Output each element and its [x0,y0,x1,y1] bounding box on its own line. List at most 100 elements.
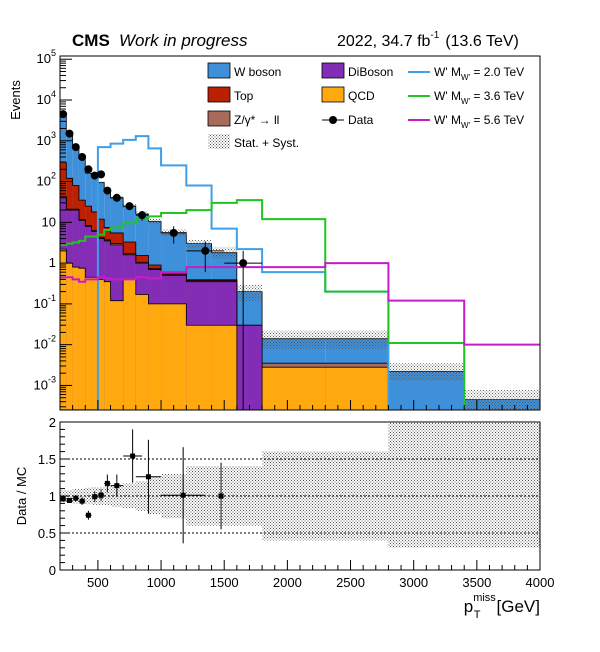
data-point-1 [65,129,74,138]
y-tick-label-2: 103 [37,130,56,148]
ratio-point-2 [73,495,79,501]
data-point-12 [201,246,210,255]
ratio-band-bin-7 [104,486,111,506]
ratio-y-tick-label-4: 2 [49,415,56,430]
legend-swatch-diboson [321,62,345,79]
y-tick-label-0: 105 [37,48,56,66]
ratio-point-5 [92,494,98,500]
legend-swatch-dy [207,110,231,127]
bar-qcd-bin-0 [60,249,67,410]
lumi-label: 2022, 34.7 fb-1 (13.6 TeV) [337,30,519,50]
legend-swatch-unc [208,134,230,149]
legend-label-dy: Z/γ* → ll [234,113,279,127]
x-tick-label-5: 3000 [399,575,428,590]
data-point-13 [239,259,248,268]
signal-line-wp56 [60,262,540,346]
y-tick-label-6: 10-1 [34,293,56,311]
ratio-band-bin-18 [388,422,465,548]
outline-diboson [60,197,540,410]
ratio-point-0 [60,496,66,502]
bar-qcd-bin-9 [123,279,136,410]
legend-label-qcd: QCD [348,89,375,103]
x-label-main: p [464,597,473,616]
y-tick-label-8: 10-3 [34,374,56,392]
legend-swatch-top [207,86,231,103]
bar-qcd-bin-12 [161,303,187,410]
y-axis-label: Events [8,80,23,120]
legend-label-wp36: W' MW' = 3.6 TeV [434,89,524,106]
unc-band-bin-11 [148,218,162,225]
bar-qcd-bin-5 [91,277,98,410]
x-tick-label-7: 4000 [526,575,555,590]
ratio-point-9 [130,453,136,459]
bar-qcd-bin-2 [72,267,79,410]
ratio-point-6 [98,492,104,498]
bar-qcd-bin-14 [211,325,237,410]
y-tick-label-4: 10 [42,214,56,229]
bar-qcd-bin-4 [85,277,92,410]
ratio-point-4 [85,512,91,518]
x-tick-label-1: 1000 [147,575,176,590]
lumi-text: 2022, 34.7 fb [337,33,431,50]
x-tick-label-0: 500 [87,575,109,590]
legend-label-data: Data [348,113,374,127]
ratio-y-tick-label-0: 0 [49,563,56,578]
unc-band-bin-17 [325,330,389,349]
ratio-point-7 [104,480,110,486]
bar-qcd-bin-8 [110,300,124,410]
ratio-point-10 [145,474,151,480]
lumi-exponent: -1 [430,30,439,41]
ratio-y-axis-label: Data / MC [14,467,29,526]
cms-label: CMS [72,31,110,50]
main-plot-area [60,110,540,410]
ratio-band-bin-3 [78,488,86,504]
bar-qcd-bin-6 [97,279,105,410]
ratio-point-3 [79,498,85,504]
ratio-point-8 [114,483,120,489]
x-label-sup: miss [473,592,496,604]
data-point-7 [103,186,112,195]
x-label-sub: T [474,609,481,621]
legend-swatch-data [329,116,337,124]
ratio-y-tick-label-2: 1 [49,489,56,504]
data-point-5 [90,171,99,180]
data-point-11 [169,228,178,237]
legend-swatch-qcd [321,86,345,103]
legend: W boson DiBoson W' MW' = 2.0 TeV Top QCD W' M… [207,62,524,150]
bar-diboson-bin-15 [236,325,263,410]
x-tick-label-3: 2000 [273,575,302,590]
y-tick-label-5: 1 [49,255,56,270]
bar-qcd-bin-11 [148,303,162,410]
x-axis-label: pmiss T [GeV] [464,592,540,621]
legend-label-top: Top [234,89,254,103]
unc-band-bin-15 [236,284,263,301]
data-point-4 [84,165,93,174]
x-tick-label-2: 1500 [210,575,239,590]
ratio-point-11 [180,492,186,498]
unc-band-bin-19 [464,389,540,410]
unc-band-bin-14 [211,246,237,259]
signal-line-wp2 [60,135,540,410]
status-label: Work in progress [119,31,248,50]
ratio-plot-area [60,422,540,548]
unc-band-bin-6 [97,181,105,184]
unc-band-bin-13 [186,239,212,249]
data-point-3 [78,153,87,162]
unc-band-bin-18 [388,363,465,381]
bar-qcd-bin-16 [262,367,326,410]
ratio-point-12 [218,493,224,499]
bar-qcd-bin-13 [186,325,212,410]
ratio-band-bin-19 [464,422,540,548]
bar-qcd-bin-7 [104,281,111,410]
legend-label-wboson: W boson [234,65,281,79]
signal-line-wp36 [60,199,540,410]
data-point-2 [71,143,80,152]
legend-label-diboson: DiBoson [348,65,393,79]
x-tick-label-6: 3500 [462,575,491,590]
legend-swatch-wboson [207,62,231,79]
ratio-band-bin-10 [135,481,149,511]
ratio-y-tick-label-3: 1.5 [38,452,56,467]
x-tick-label-4: 2500 [336,575,365,590]
